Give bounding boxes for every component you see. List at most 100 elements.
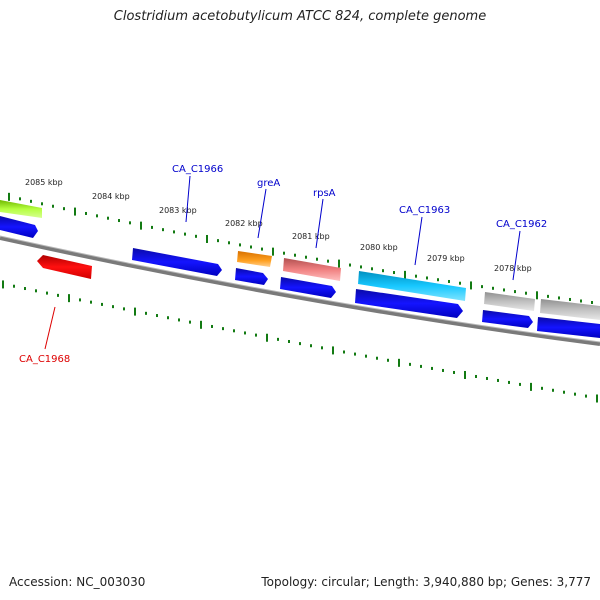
minor-tick	[129, 221, 131, 225]
minor-tick	[525, 291, 527, 295]
minor-tick	[46, 291, 48, 295]
cds-feature-CA_C1966[interactable]	[132, 248, 222, 276]
gene-label-CA_C1962[interactable]: CA_C1962	[496, 219, 547, 230]
genome-backbone-highlight	[0, 235, 600, 343]
minor-tick	[228, 241, 230, 245]
minor-tick	[316, 257, 318, 261]
minor-tick	[552, 388, 554, 392]
minor-tick	[343, 350, 345, 354]
minor-tick	[519, 382, 521, 386]
major-tick	[272, 247, 274, 256]
minor-tick	[145, 311, 147, 315]
tick-label: 2084 kbp	[92, 192, 130, 201]
minor-tick	[382, 269, 384, 273]
accession-text: Accession: NC_003030	[9, 575, 146, 589]
major-tick	[266, 333, 268, 342]
minor-tick	[118, 219, 120, 223]
gene-label-CA_C1968[interactable]: CA_C1968	[19, 354, 70, 365]
cds-feature[interactable]	[0, 216, 38, 238]
cds-feature-CA_C1962[interactable]	[482, 310, 533, 328]
minor-tick	[415, 274, 417, 278]
minor-tick	[101, 302, 103, 306]
minor-tick	[156, 314, 158, 318]
tick-labels: 2085 kbp 2084 kbp 2083 kbp 2082 kbp 2081…	[25, 178, 532, 273]
minor-tick	[393, 271, 395, 275]
tick-label: 2083 kbp	[159, 206, 197, 215]
tick-label: 2079 kbp	[427, 254, 465, 263]
minor-tick	[349, 263, 351, 267]
minor-tick	[305, 255, 307, 259]
major-tick	[470, 281, 472, 290]
minor-tick	[255, 333, 257, 337]
outer-tick-marks	[8, 192, 593, 304]
cds-feature-CA_C1963[interactable]	[355, 289, 463, 318]
gene-feature-rpsA[interactable]	[283, 258, 341, 281]
minor-tick	[508, 380, 510, 384]
minor-tick	[107, 216, 109, 220]
minor-tick	[503, 288, 505, 292]
minor-tick	[371, 267, 373, 271]
minor-tick	[184, 232, 186, 236]
minor-tick	[387, 358, 389, 362]
gene-feature-green[interactable]	[0, 200, 42, 218]
gene-label-CA_C1966[interactable]: CA_C1966	[172, 164, 223, 175]
minor-tick	[52, 204, 54, 208]
major-tick	[134, 307, 136, 316]
minor-tick	[574, 392, 576, 396]
minor-tick	[217, 239, 219, 243]
minor-tick	[547, 294, 549, 298]
minor-tick	[327, 259, 329, 263]
minor-tick	[475, 374, 477, 378]
minor-tick	[442, 368, 444, 372]
map-title: Clostridium acetobutylicum ATCC 824, com…	[113, 9, 487, 24]
major-tick	[200, 320, 202, 329]
minor-tick	[173, 230, 175, 234]
label-leaders	[44, 175, 521, 350]
gene-label-rpsA[interactable]: rpsA	[313, 188, 336, 199]
major-tick	[332, 346, 334, 355]
minor-tick	[310, 344, 312, 348]
genome-backbone	[0, 236, 600, 346]
minor-tick	[563, 390, 565, 394]
minor-tick	[96, 214, 98, 218]
cds-feature[interactable]	[537, 317, 600, 338]
minor-tick	[569, 297, 571, 301]
genome-summary-text: Topology: circular; Length: 3,940,880 bp…	[261, 575, 591, 589]
minor-tick	[250, 245, 252, 249]
minor-tick	[178, 318, 180, 322]
minor-tick	[376, 356, 378, 360]
gene-feature-CA_C1963[interactable]	[358, 271, 466, 301]
gene-label-greA[interactable]: greA	[257, 178, 280, 189]
major-tick	[404, 270, 406, 279]
minor-tick	[244, 331, 246, 335]
tick-label: 2078 kbp	[494, 264, 532, 273]
minor-tick	[591, 300, 593, 304]
minor-tick	[585, 394, 587, 398]
cds-feature-rpsA[interactable]	[280, 277, 336, 298]
minor-tick	[90, 300, 92, 304]
cds-feature-greA[interactable]	[235, 268, 268, 285]
minor-tick	[492, 286, 494, 290]
minor-tick	[321, 346, 323, 350]
gene-feature-greA[interactable]	[237, 251, 272, 267]
minor-tick	[288, 339, 290, 343]
minor-tick	[453, 370, 455, 374]
minor-tick	[123, 307, 125, 311]
major-tick	[2, 280, 4, 289]
minor-tick	[261, 247, 263, 251]
major-tick	[8, 192, 10, 201]
gene-feature-CA_C1962[interactable]	[484, 292, 535, 311]
minor-tick	[448, 279, 450, 283]
minor-tick	[580, 299, 582, 303]
gene-label-CA_C1963[interactable]: CA_C1963	[399, 205, 450, 216]
minor-tick	[35, 289, 37, 293]
gene-feature-gray[interactable]	[540, 299, 600, 320]
minor-tick	[283, 251, 285, 255]
minor-tick	[63, 207, 65, 211]
gene-labels: CA_C1966 greA rpsA CA_C1963 CA_C1962 CA_…	[19, 164, 547, 365]
cds-feature-CA_C1968[interactable]	[37, 255, 92, 279]
minor-tick	[426, 276, 428, 280]
minor-tick	[420, 364, 422, 368]
minor-tick	[558, 296, 560, 300]
